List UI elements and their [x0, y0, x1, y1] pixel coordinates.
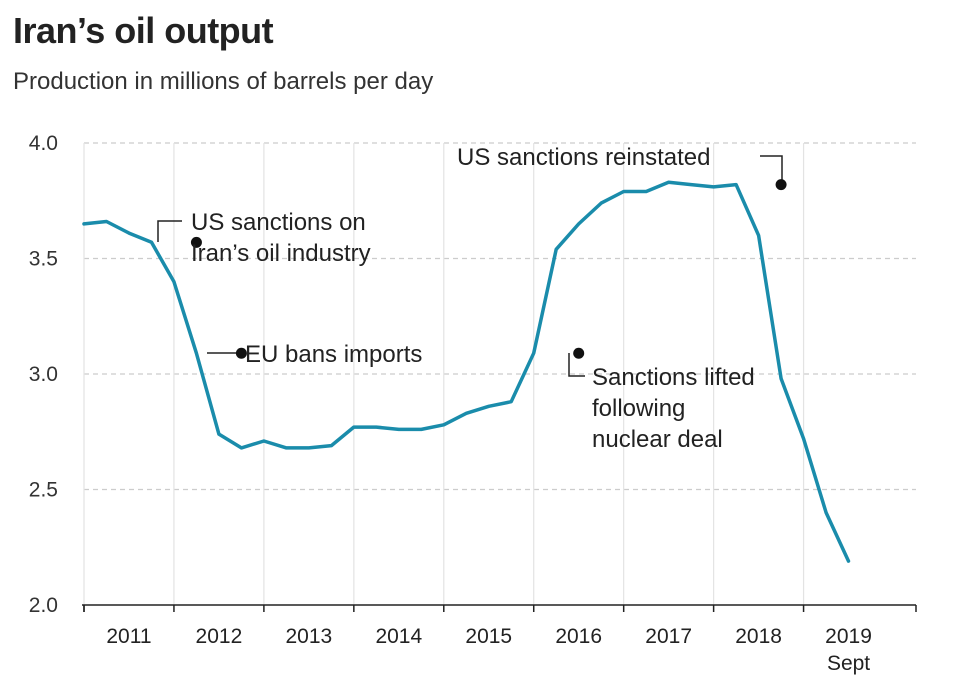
annotation-marker: [775, 179, 787, 191]
annotations: US sanctions on Iran’s oil industry EU b…: [157, 144, 787, 453]
annotation-label-line: Iran’s oil industry: [191, 240, 371, 267]
annotation-label-line: following: [592, 395, 685, 422]
x-tick-label: 2017: [645, 625, 692, 648]
annotation-label-line: US sanctions reinstated: [457, 144, 710, 171]
y-tick-label: 4.0: [29, 132, 58, 155]
annotation-eu-bans: EU bans imports: [207, 341, 422, 368]
x-tick-sublabel: Sept: [827, 652, 870, 675]
annotation-label-line: US sanctions on: [191, 209, 366, 236]
x-tick-label: 2015: [465, 625, 512, 648]
y-tick-label: 3.0: [29, 363, 58, 386]
x-tick-label: 2016: [555, 625, 602, 648]
annotation-label-line: nuclear deal: [592, 426, 723, 453]
y-tick-label: 2.0: [29, 594, 58, 617]
series-line-oil-production: [82, 180, 851, 563]
x-tick-label: 2012: [196, 625, 243, 648]
gridlines: [83, 142, 916, 605]
x-axis-ticks: 2011 2012 2013 2014 2015 2016 2017 2018 2019 Sept: [83, 605, 917, 675]
y-tick-label: 2.5: [29, 479, 58, 502]
annotation-marker: [235, 347, 247, 359]
y-tick-label: 3.5: [29, 248, 58, 271]
annotation-sanctions-lifted: Sanctions lifted following nuclear deal: [568, 347, 755, 453]
x-tick-label: 2018: [735, 625, 782, 648]
x-tick-label: 2011: [106, 625, 151, 648]
annotation-label-line: Sanctions lifted: [592, 364, 755, 391]
annotation-marker: [573, 347, 585, 359]
x-tick-label: 2014: [375, 625, 422, 648]
y-axis: 2.0 2.5 3.0 3.5 4.0: [29, 132, 58, 617]
annotation-marker: [190, 236, 202, 248]
x-tick-label: 2013: [286, 625, 333, 648]
chart-subtitle: Production in millions of barrels per da…: [13, 68, 434, 95]
x-tick-label: 2019: [825, 625, 872, 648]
annotation-us-sanctions-reinstated: US sanctions reinstated: [457, 144, 787, 191]
annotation-label-line: EU bans imports: [245, 341, 422, 368]
series-group: [82, 180, 851, 563]
chart-title: Iran’s oil output: [13, 10, 274, 51]
annotation-us-sanctions-2011: US sanctions on Iran’s oil industry: [157, 209, 371, 267]
